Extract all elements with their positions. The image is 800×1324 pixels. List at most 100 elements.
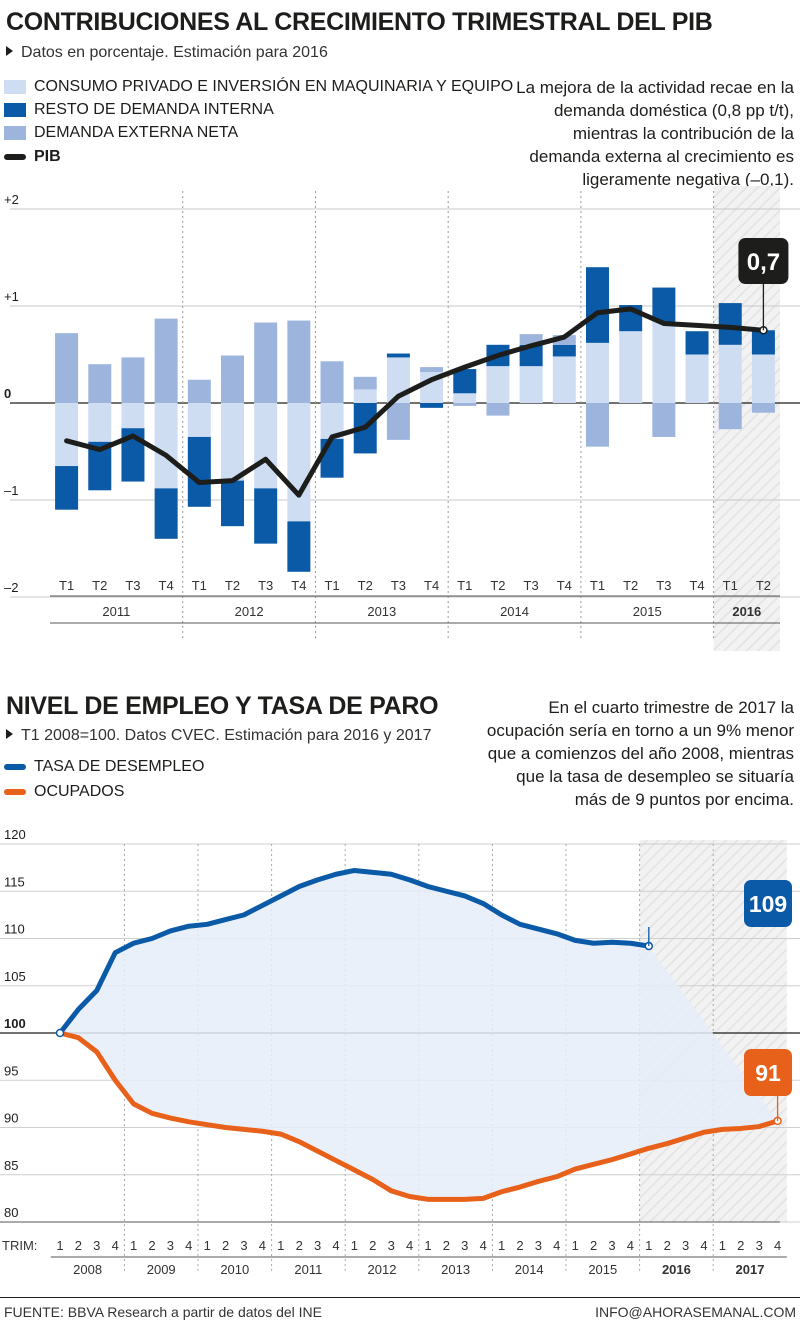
triangle-icon — [6, 729, 13, 739]
quarter-label: 1 — [424, 1238, 431, 1253]
bar-externa — [386, 403, 410, 440]
bar-externa — [718, 403, 742, 430]
year-label: 2016 — [732, 604, 761, 619]
bar-externa — [187, 379, 211, 403]
quarter-label: 3 — [314, 1238, 321, 1253]
x-tick-label: T1 — [192, 578, 207, 593]
chart1-subtitle: Datos en porcentaje. Estimación para 201… — [6, 44, 328, 62]
footer-source: FUENTE: BBVA Research a partir de datos … — [4, 1304, 322, 1320]
x-tick-label: T4 — [424, 578, 439, 593]
year-label: 2012 — [368, 1262, 397, 1277]
legend-resto: RESTO DE DEMANDA INTERNA — [4, 99, 274, 121]
quarter-label: 1 — [351, 1238, 358, 1253]
trim-label: TRIM: — [2, 1238, 37, 1253]
quarter-label: 4 — [627, 1238, 634, 1253]
bar-externa — [55, 333, 79, 403]
bar-externa — [552, 335, 576, 345]
bar-consumo — [353, 389, 377, 403]
bar-consumo — [486, 366, 510, 403]
bar-externa — [221, 355, 244, 403]
bar-resto — [254, 488, 278, 544]
legend-label-resto: RESTO DE DEMANDA INTERNA — [34, 101, 274, 118]
y-tick-label: 105 — [4, 969, 26, 984]
year-label: 2008 — [73, 1262, 102, 1277]
y-tick-label: 95 — [4, 1063, 18, 1078]
bar-externa — [453, 403, 477, 406]
gap-area — [60, 870, 778, 1200]
chart1-note: La mejora de la actividad recae en la de… — [516, 78, 794, 189]
quarter-label: 4 — [480, 1238, 487, 1253]
callout-pib-box — [738, 238, 789, 284]
legend-label-consumo: CONSUMO PRIVADO E INVERSIÓN EN MAQUINARI… — [34, 78, 514, 95]
bar-consumo — [586, 342, 609, 403]
year-label: 2013 — [441, 1262, 470, 1277]
chart1-subtitle-text: Datos en porcentaje. Estimación para 201… — [21, 44, 328, 61]
bar-resto — [519, 344, 543, 367]
quarter-label: 4 — [112, 1238, 119, 1253]
x-tick-label: T3 — [524, 578, 539, 593]
x-tick-label: T2 — [225, 578, 240, 593]
quarter-label: 2 — [664, 1238, 671, 1253]
x-tick-label: T2 — [623, 578, 638, 593]
quarter-label: 2 — [148, 1238, 155, 1253]
quarter-label: 1 — [130, 1238, 137, 1253]
bar-resto — [88, 441, 112, 491]
bar-resto — [453, 369, 477, 394]
bar-resto — [420, 403, 444, 408]
quarter-label: 1 — [277, 1238, 284, 1253]
quarter-label: 3 — [756, 1238, 763, 1253]
year-label: 2014 — [515, 1262, 544, 1277]
legend-swatch-consumo — [4, 80, 26, 94]
x-tick-label: T4 — [159, 578, 174, 593]
bar-externa — [287, 320, 311, 403]
legend-desempleo: TASA DE DESEMPLEO — [4, 756, 204, 778]
year-label: 2016 — [662, 1262, 691, 1277]
bar-consumo — [88, 403, 112, 442]
y-tick-label: –1 — [4, 483, 18, 498]
bar-externa — [154, 318, 178, 403]
quarter-label: 1 — [56, 1238, 63, 1253]
quarter-label: 1 — [645, 1238, 652, 1253]
x-tick-label: T2 — [92, 578, 107, 593]
quarter-label: 1 — [498, 1238, 505, 1253]
x-tick-label: T3 — [125, 578, 140, 593]
quarter-label: 4 — [259, 1238, 266, 1253]
bar-consumo — [751, 354, 775, 403]
y-tick-label: +1 — [4, 289, 19, 304]
bar-resto — [586, 267, 609, 343]
x-tick-label: T2 — [358, 578, 373, 593]
bar-consumo — [154, 403, 178, 489]
quarter-label: 2 — [737, 1238, 744, 1253]
pib-line — [64, 306, 766, 498]
legend-swatch-desempleo — [4, 764, 26, 770]
x-tick-label: T2 — [756, 578, 771, 593]
quarter-label: 1 — [572, 1238, 579, 1253]
bar-consumo — [187, 403, 211, 437]
x-tick-label: T1 — [324, 578, 339, 593]
bar-resto — [685, 331, 709, 355]
triangle-icon — [6, 46, 13, 56]
footer-contact[interactable]: INFO@AHORASEMANAL.COM — [595, 1304, 796, 1320]
x-tick-label: T3 — [258, 578, 273, 593]
bar-resto — [751, 330, 775, 355]
quarter-label: 3 — [461, 1238, 468, 1253]
chart2-subtitle-text: T1 2008=100. Datos CVEC. Estimación para… — [21, 727, 432, 744]
x-tick-label: T2 — [490, 578, 505, 593]
bar-externa — [486, 403, 510, 416]
chart1-title: CONTRIBUCIONES AL CRECIMIENTO TRIMESTRAL… — [6, 8, 713, 36]
bar-resto — [55, 466, 79, 510]
quarter-label: 3 — [93, 1238, 100, 1253]
x-tick-label: T4 — [689, 578, 704, 593]
year-label: 2015 — [633, 604, 662, 619]
y-tick-label: 110 — [4, 922, 25, 937]
bar-resto — [187, 436, 211, 507]
bar-externa — [751, 403, 775, 413]
bar-externa — [519, 334, 543, 345]
legend-label-externa: DEMANDA EXTERNA NETA — [34, 124, 239, 141]
year-label: 2014 — [500, 604, 529, 619]
legend-pib: PIB — [4, 146, 61, 168]
y-tick-label: 0 — [4, 386, 11, 401]
x-tick-label: T1 — [457, 578, 472, 593]
bar-consumo — [221, 403, 244, 481]
